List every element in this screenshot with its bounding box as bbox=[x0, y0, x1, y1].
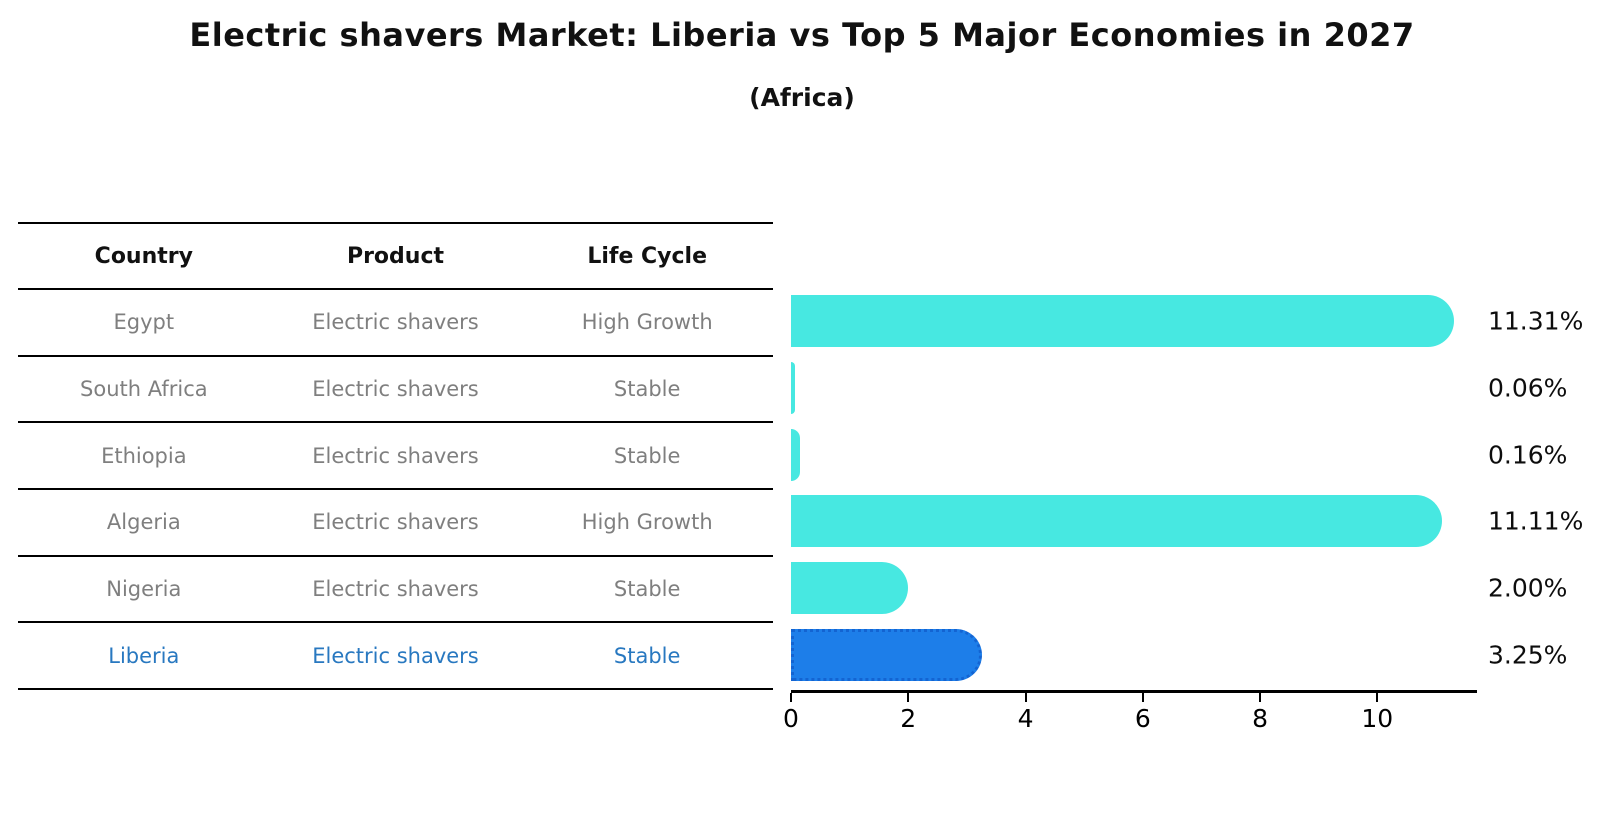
bar-nigeria bbox=[791, 561, 909, 614]
cell-life-cycle: Stable bbox=[613, 443, 681, 468]
x-tick-mark bbox=[790, 693, 792, 702]
x-tick-label: 4 bbox=[1017, 704, 1034, 733]
cell-product: Electric shavers bbox=[312, 443, 479, 468]
table-row: Liberia Electric shavers Stable bbox=[18, 623, 773, 691]
cell-country: Liberia bbox=[108, 643, 180, 668]
x-tick-label: 0 bbox=[783, 704, 799, 733]
cell-country: Algeria bbox=[106, 510, 181, 535]
country-table: Country Product Life Cycle Egypt Electric… bbox=[18, 222, 773, 691]
cell-life-cycle: High Growth bbox=[581, 510, 713, 535]
cell-country: Nigeria bbox=[106, 577, 182, 602]
x-tick-label: 10 bbox=[1361, 704, 1394, 733]
cell-life-cycle: High Growth bbox=[581, 310, 713, 335]
table-body: Egypt Electric shavers High Growth South Af… bbox=[18, 290, 773, 691]
bar-algeria bbox=[791, 495, 1443, 548]
table-row: Ethiopia Electric shavers Stable bbox=[18, 423, 773, 491]
cell-product: Electric shavers bbox=[312, 510, 479, 535]
column-header-country: Country bbox=[94, 243, 193, 269]
bar-plot-area bbox=[791, 288, 1477, 688]
x-tick-mark bbox=[1024, 693, 1027, 702]
bar-south-africa bbox=[791, 361, 795, 414]
page-subtitle: (Africa) bbox=[749, 83, 855, 112]
table-header-row: Country Product Life Cycle bbox=[18, 224, 773, 290]
bar-row bbox=[791, 488, 1477, 555]
bar-row bbox=[791, 621, 1477, 688]
table-row: Egypt Electric shavers High Growth bbox=[18, 290, 773, 357]
bar-row bbox=[791, 421, 1477, 488]
bar-value-label: 0.16% bbox=[1488, 440, 1568, 470]
table-row: Nigeria Electric shavers Stable bbox=[18, 557, 773, 624]
cell-product: Electric shavers bbox=[312, 643, 479, 668]
x-tick-mark bbox=[907, 693, 910, 702]
bar-row bbox=[791, 355, 1477, 422]
x-tick-mark bbox=[1376, 693, 1379, 702]
cell-country: Ethiopia bbox=[101, 443, 187, 468]
table-row: Algeria Electric shavers High Growth bbox=[18, 490, 773, 557]
bar-liberia bbox=[791, 628, 982, 681]
bar-value-label: 11.31% bbox=[1488, 306, 1584, 336]
bar-value-label: 2.00% bbox=[1488, 573, 1568, 603]
bar-value-label: 11.11% bbox=[1488, 506, 1584, 536]
table-row: South Africa Electric shavers Stable bbox=[18, 357, 773, 424]
page-title: Electric shavers Market: Liberia vs Top … bbox=[189, 16, 1415, 54]
column-header-life-cycle: Life Cycle bbox=[587, 243, 708, 269]
bar-row bbox=[791, 555, 1477, 622]
x-axis-line bbox=[791, 690, 1477, 693]
x-tick-mark bbox=[1259, 693, 1262, 702]
cell-product: Electric shavers bbox=[312, 377, 479, 401]
cell-country: South Africa bbox=[80, 377, 208, 401]
cell-life-cycle: Stable bbox=[613, 643, 681, 668]
bar-value-label: 3.25% bbox=[1488, 640, 1568, 670]
cell-product: Electric shavers bbox=[312, 310, 479, 335]
bar-value-label: 0.06% bbox=[1488, 373, 1568, 403]
cell-product: Electric shavers bbox=[312, 577, 479, 602]
x-tick-label: 2 bbox=[900, 704, 917, 733]
column-header-product: Product bbox=[346, 243, 445, 269]
bar-egypt bbox=[791, 295, 1455, 348]
cell-country: Egypt bbox=[113, 310, 175, 335]
x-tick-mark bbox=[1141, 693, 1144, 702]
bar-ethiopia bbox=[791, 428, 801, 481]
x-tick-label: 6 bbox=[1134, 704, 1151, 733]
bar-row bbox=[791, 288, 1477, 355]
x-tick-label: 8 bbox=[1252, 704, 1268, 733]
cell-life-cycle: Stable bbox=[613, 577, 681, 602]
cell-life-cycle: Stable bbox=[613, 377, 681, 401]
